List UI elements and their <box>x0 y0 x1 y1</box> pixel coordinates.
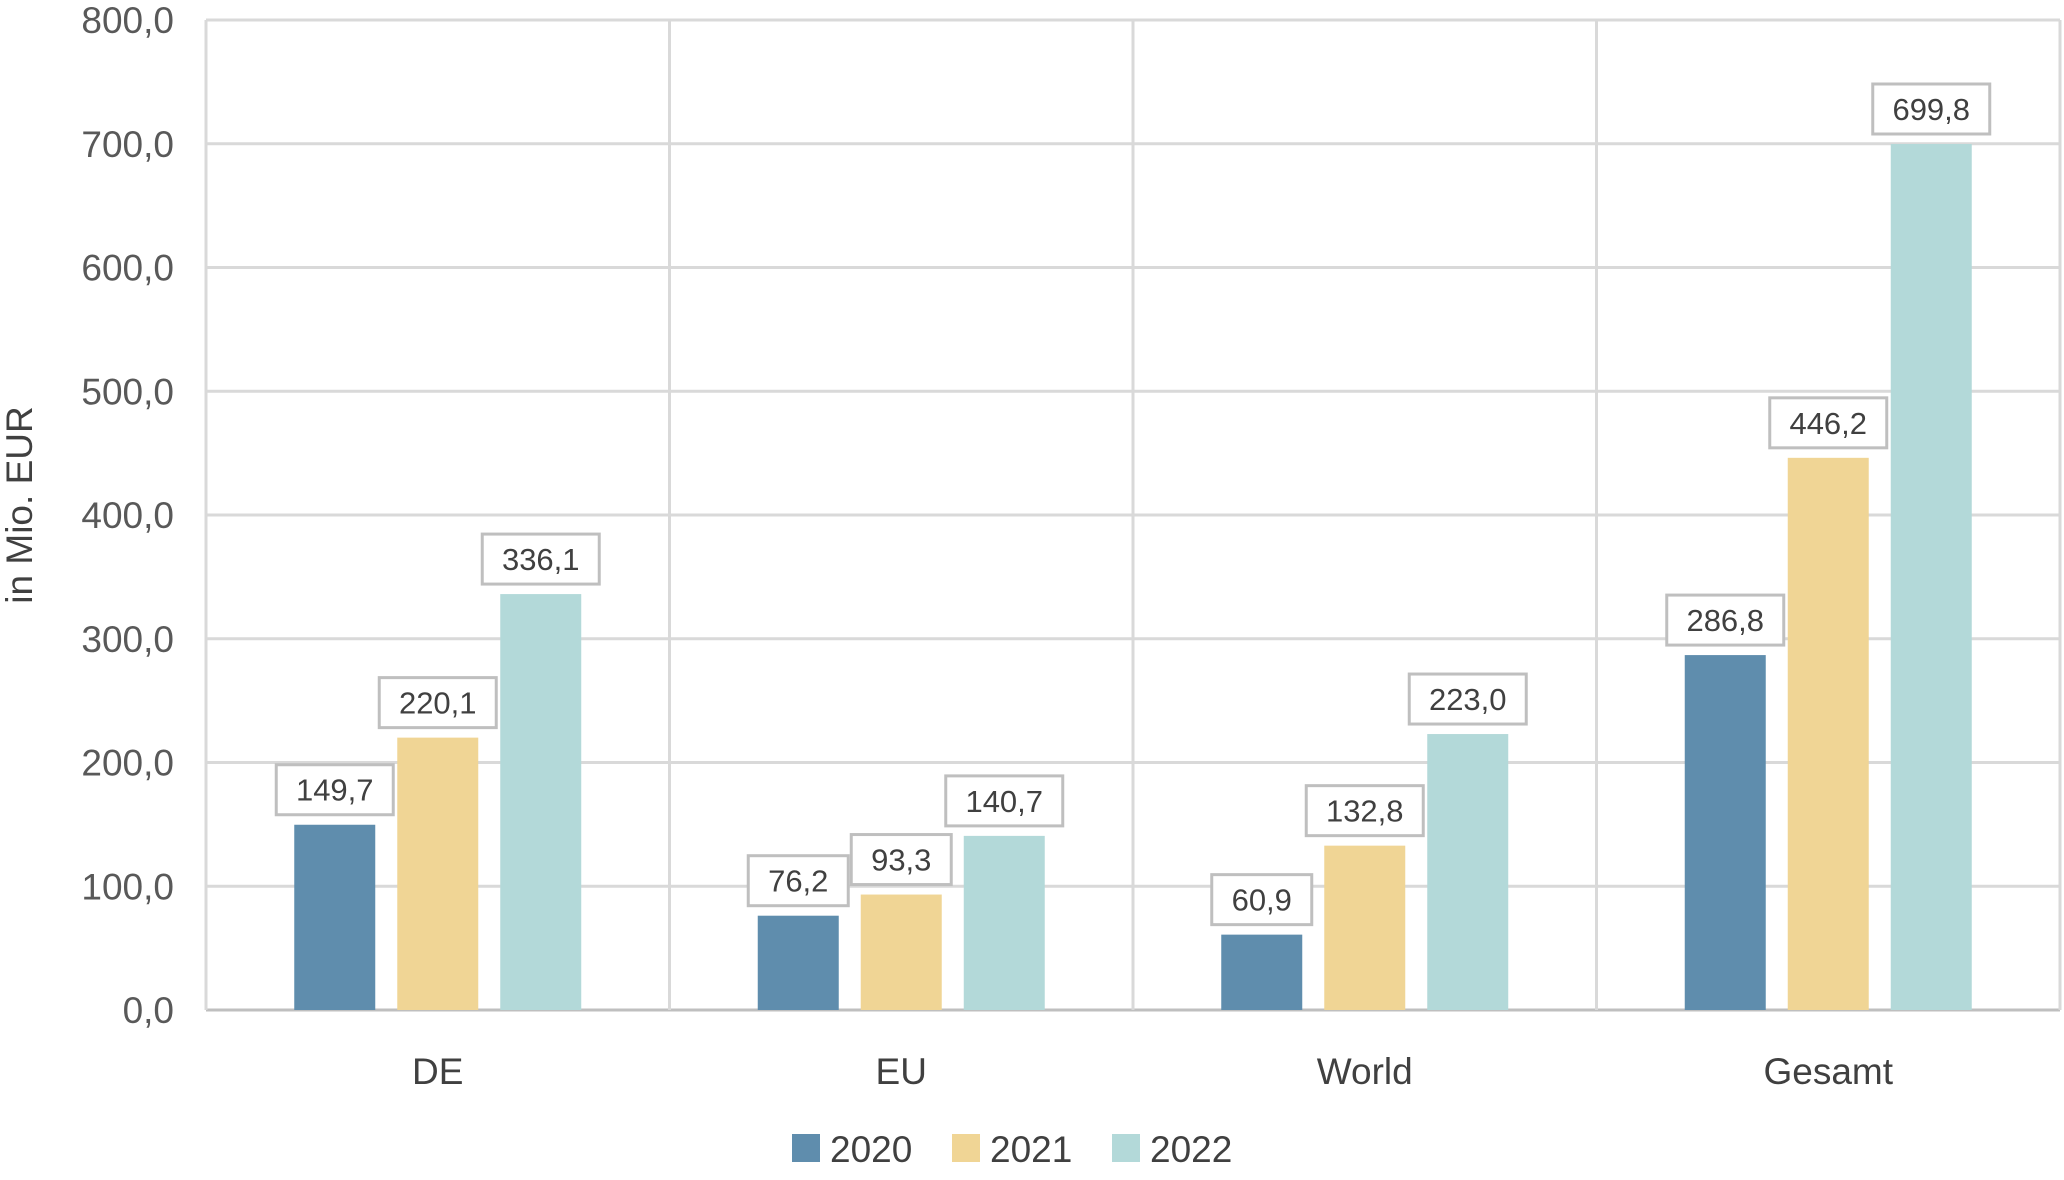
data-label: 76,2 <box>768 864 828 899</box>
data-label: 60,9 <box>1232 883 1292 918</box>
legend: 2020 2021 2022 <box>792 1129 1232 1170</box>
data-label-box <box>746 854 850 908</box>
data-label-box <box>1665 593 1786 647</box>
y-tick-label: 100,0 <box>81 866 174 907</box>
y-tick-label: 800,0 <box>81 0 174 41</box>
data-label-box <box>480 532 601 586</box>
data-label-box <box>849 833 953 887</box>
gridlines <box>204 18 2062 1012</box>
y-tick-label: 0,0 <box>123 990 174 1031</box>
data-label: 286,8 <box>1686 603 1764 638</box>
x-category-label: World <box>1317 1051 1413 1092</box>
legend-label: 2022 <box>1150 1129 1232 1170</box>
data-label-box <box>1871 82 1992 136</box>
y-axis-title: in Mio. EUR <box>0 406 40 603</box>
bar-2022 <box>963 835 1045 1010</box>
bar-2022 <box>1890 143 1972 1010</box>
x-category-label: DE <box>412 1051 463 1092</box>
data-label: 336,1 <box>502 542 580 577</box>
data-label: 149,7 <box>296 773 374 808</box>
data-label: 699,8 <box>1892 92 1970 127</box>
data-label: 223,0 <box>1429 682 1507 717</box>
bar-2020 <box>1684 655 1766 1010</box>
bar-2022 <box>500 594 582 1010</box>
bar-2020 <box>1221 934 1303 1010</box>
bar-2020 <box>757 915 839 1010</box>
bar-2021 <box>860 894 942 1010</box>
y-tick-label: 300,0 <box>81 619 174 660</box>
y-tick-label: 400,0 <box>81 495 174 536</box>
y-tick-label: 200,0 <box>81 743 174 784</box>
data-label-box <box>1768 396 1889 450</box>
y-tick-label: 700,0 <box>81 124 174 165</box>
data-label-box <box>944 774 1065 828</box>
data-label: 446,2 <box>1789 406 1867 441</box>
axes: 0,0 100,0 200,0 300,0 400,0 500,0 600,0 700,0 80… <box>81 0 1893 1092</box>
data-label: 220,1 <box>399 686 477 721</box>
data-label-box <box>377 676 498 730</box>
bars <box>294 143 1972 1010</box>
data-label-box <box>1210 873 1314 927</box>
data-label: 140,7 <box>965 784 1043 819</box>
bar-2020 <box>294 824 376 1010</box>
legend-swatch-2020 <box>792 1134 820 1162</box>
legend-label: 2020 <box>830 1129 912 1170</box>
data-labels: 149,7 220,1 336,1 76,2 93,3 140,7 60,9 132,8 223… <box>274 82 1992 927</box>
data-label-box <box>1407 672 1528 726</box>
bar-2021 <box>397 737 479 1010</box>
data-label: 132,8 <box>1326 794 1404 829</box>
x-category-label: Gesamt <box>1763 1051 1893 1092</box>
data-label-box <box>1304 784 1425 838</box>
data-label-box <box>274 763 395 817</box>
legend-label: 2021 <box>990 1129 1072 1170</box>
bar-2022 <box>1427 734 1509 1010</box>
legend-swatch-2021 <box>952 1134 980 1162</box>
data-label: 93,3 <box>871 843 931 878</box>
bar-2021 <box>1324 845 1406 1010</box>
y-tick-label: 500,0 <box>81 371 174 412</box>
x-category-label: EU <box>876 1051 927 1092</box>
legend-swatch-2022 <box>1112 1134 1140 1162</box>
bar-2021 <box>1787 457 1869 1010</box>
y-tick-label: 600,0 <box>81 248 174 289</box>
